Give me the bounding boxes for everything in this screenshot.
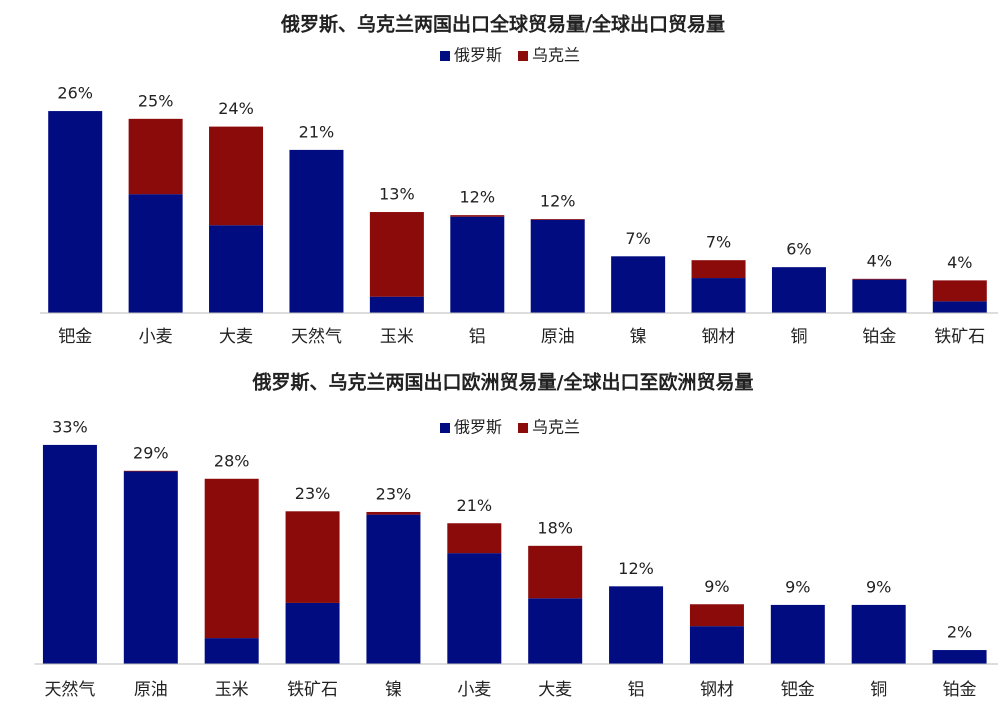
- total-label: 12%: [618, 559, 654, 578]
- bar-segment: [450, 215, 505, 217]
- total-label: 12%: [460, 188, 496, 207]
- total-label: 4%: [867, 251, 892, 270]
- bar-segment: [369, 212, 424, 297]
- x-tick-label: 天然气: [291, 327, 342, 347]
- bar-segment: [123, 471, 178, 664]
- bar-segment: [209, 225, 264, 313]
- total-label: 23%: [295, 484, 331, 503]
- bar-segment: [204, 638, 259, 664]
- total-label: 7%: [706, 233, 731, 252]
- bar-segment: [366, 514, 421, 664]
- x-tick-label: 小麦: [139, 327, 173, 347]
- total-label: 28%: [214, 451, 250, 470]
- bar-segment: [689, 626, 744, 664]
- x-tick-label: 铂金: [862, 327, 896, 347]
- bar-segment: [366, 511, 421, 515]
- total-label: 9%: [866, 577, 891, 596]
- bar-segment: [128, 118, 183, 195]
- total-label: 23%: [376, 484, 412, 503]
- bar-segment: [528, 545, 583, 599]
- legend-label: 俄罗斯: [454, 46, 502, 65]
- x-tick-label: 钯金: [58, 327, 92, 347]
- bar-segment: [285, 511, 340, 603]
- x-tick-label: 玉米: [380, 327, 414, 347]
- legend-swatch: [518, 423, 529, 433]
- x-tick-label: 钢材: [702, 327, 736, 347]
- total-label: 21%: [457, 496, 493, 515]
- x-tick-label: 小麦: [457, 680, 491, 700]
- bar-segment: [852, 279, 907, 313]
- x-tick-label: 玉米: [215, 680, 249, 700]
- x-tick-label: 铂金: [943, 680, 977, 700]
- bar-segment: [42, 444, 97, 664]
- total-label: 9%: [785, 577, 810, 596]
- legend-swatch: [440, 423, 450, 433]
- total-label: 7%: [625, 229, 650, 248]
- bar-segment: [932, 650, 987, 664]
- legend-swatch: [518, 51, 529, 61]
- bar-segment: [450, 216, 505, 313]
- bar-segment: [447, 523, 502, 554]
- bar-segment: [852, 278, 907, 280]
- bar-segment: [770, 604, 825, 664]
- x-tick-label: 铁矿石: [934, 327, 985, 347]
- x-tick-label: 铁矿石: [287, 680, 338, 700]
- bar-segment: [123, 470, 178, 472]
- total-label: 4%: [947, 253, 972, 272]
- bar-segment: [771, 267, 826, 313]
- x-tick-label: 大麦: [219, 327, 253, 347]
- bar-segment: [528, 598, 583, 664]
- total-label: 26%: [57, 84, 93, 103]
- x-tick-label: 铝: [469, 327, 486, 347]
- total-label: 21%: [299, 122, 335, 141]
- total-label: 18%: [537, 518, 573, 537]
- total-label: 24%: [218, 99, 254, 118]
- bar-segment: [530, 219, 585, 313]
- bar-segment: [691, 278, 746, 313]
- legend-swatch: [440, 51, 450, 61]
- bar-segment: [447, 553, 502, 664]
- x-tick-label: 铝: [628, 680, 645, 700]
- x-tick-label: 原油: [134, 680, 168, 700]
- x-tick-label: 钯金: [781, 680, 815, 700]
- bar-segment: [932, 280, 987, 302]
- legend-label: 俄罗斯: [454, 418, 502, 437]
- total-label: 13%: [379, 185, 415, 204]
- x-tick-label: 铜: [790, 327, 807, 347]
- total-label: 2%: [947, 623, 972, 642]
- chart-title: 俄罗斯、乌克兰两国出口欧洲贸易量/全球出口至欧洲贸易量: [252, 371, 754, 394]
- x-tick-label: 原油: [541, 327, 575, 347]
- x-tick-label: 天然气: [44, 680, 95, 700]
- bar-segment: [285, 602, 340, 664]
- total-label: 29%: [133, 443, 169, 462]
- bar-segment: [48, 111, 103, 313]
- x-tick-label: 镍: [630, 327, 647, 347]
- x-tick-label: 大麦: [538, 680, 572, 700]
- bar-segment: [691, 260, 746, 279]
- bar-segment: [204, 478, 259, 639]
- bar-segment: [128, 194, 183, 313]
- total-label: 12%: [540, 192, 576, 211]
- bar-segment: [609, 586, 664, 664]
- bar-segment: [289, 149, 344, 313]
- bar-segment: [209, 126, 264, 226]
- bar-segment: [611, 256, 666, 313]
- total-label: 33%: [52, 417, 88, 436]
- x-tick-label: 钢材: [700, 680, 734, 700]
- legend-label: 乌克兰: [532, 418, 580, 437]
- total-label: 6%: [786, 240, 811, 259]
- x-tick-label: 镍: [385, 680, 402, 700]
- total-label: 9%: [704, 577, 729, 596]
- bar-segment: [530, 219, 585, 220]
- chart-title: 俄罗斯、乌克兰两国出口全球贸易量/全球出口贸易量: [280, 13, 725, 36]
- bar-segment: [851, 604, 906, 664]
- legend-label: 乌克兰: [532, 46, 580, 65]
- total-label: 25%: [138, 91, 174, 110]
- bar-segment: [689, 604, 744, 627]
- bar-segment: [932, 301, 987, 313]
- x-tick-label: 铜: [870, 680, 887, 700]
- bar-segment: [369, 296, 424, 313]
